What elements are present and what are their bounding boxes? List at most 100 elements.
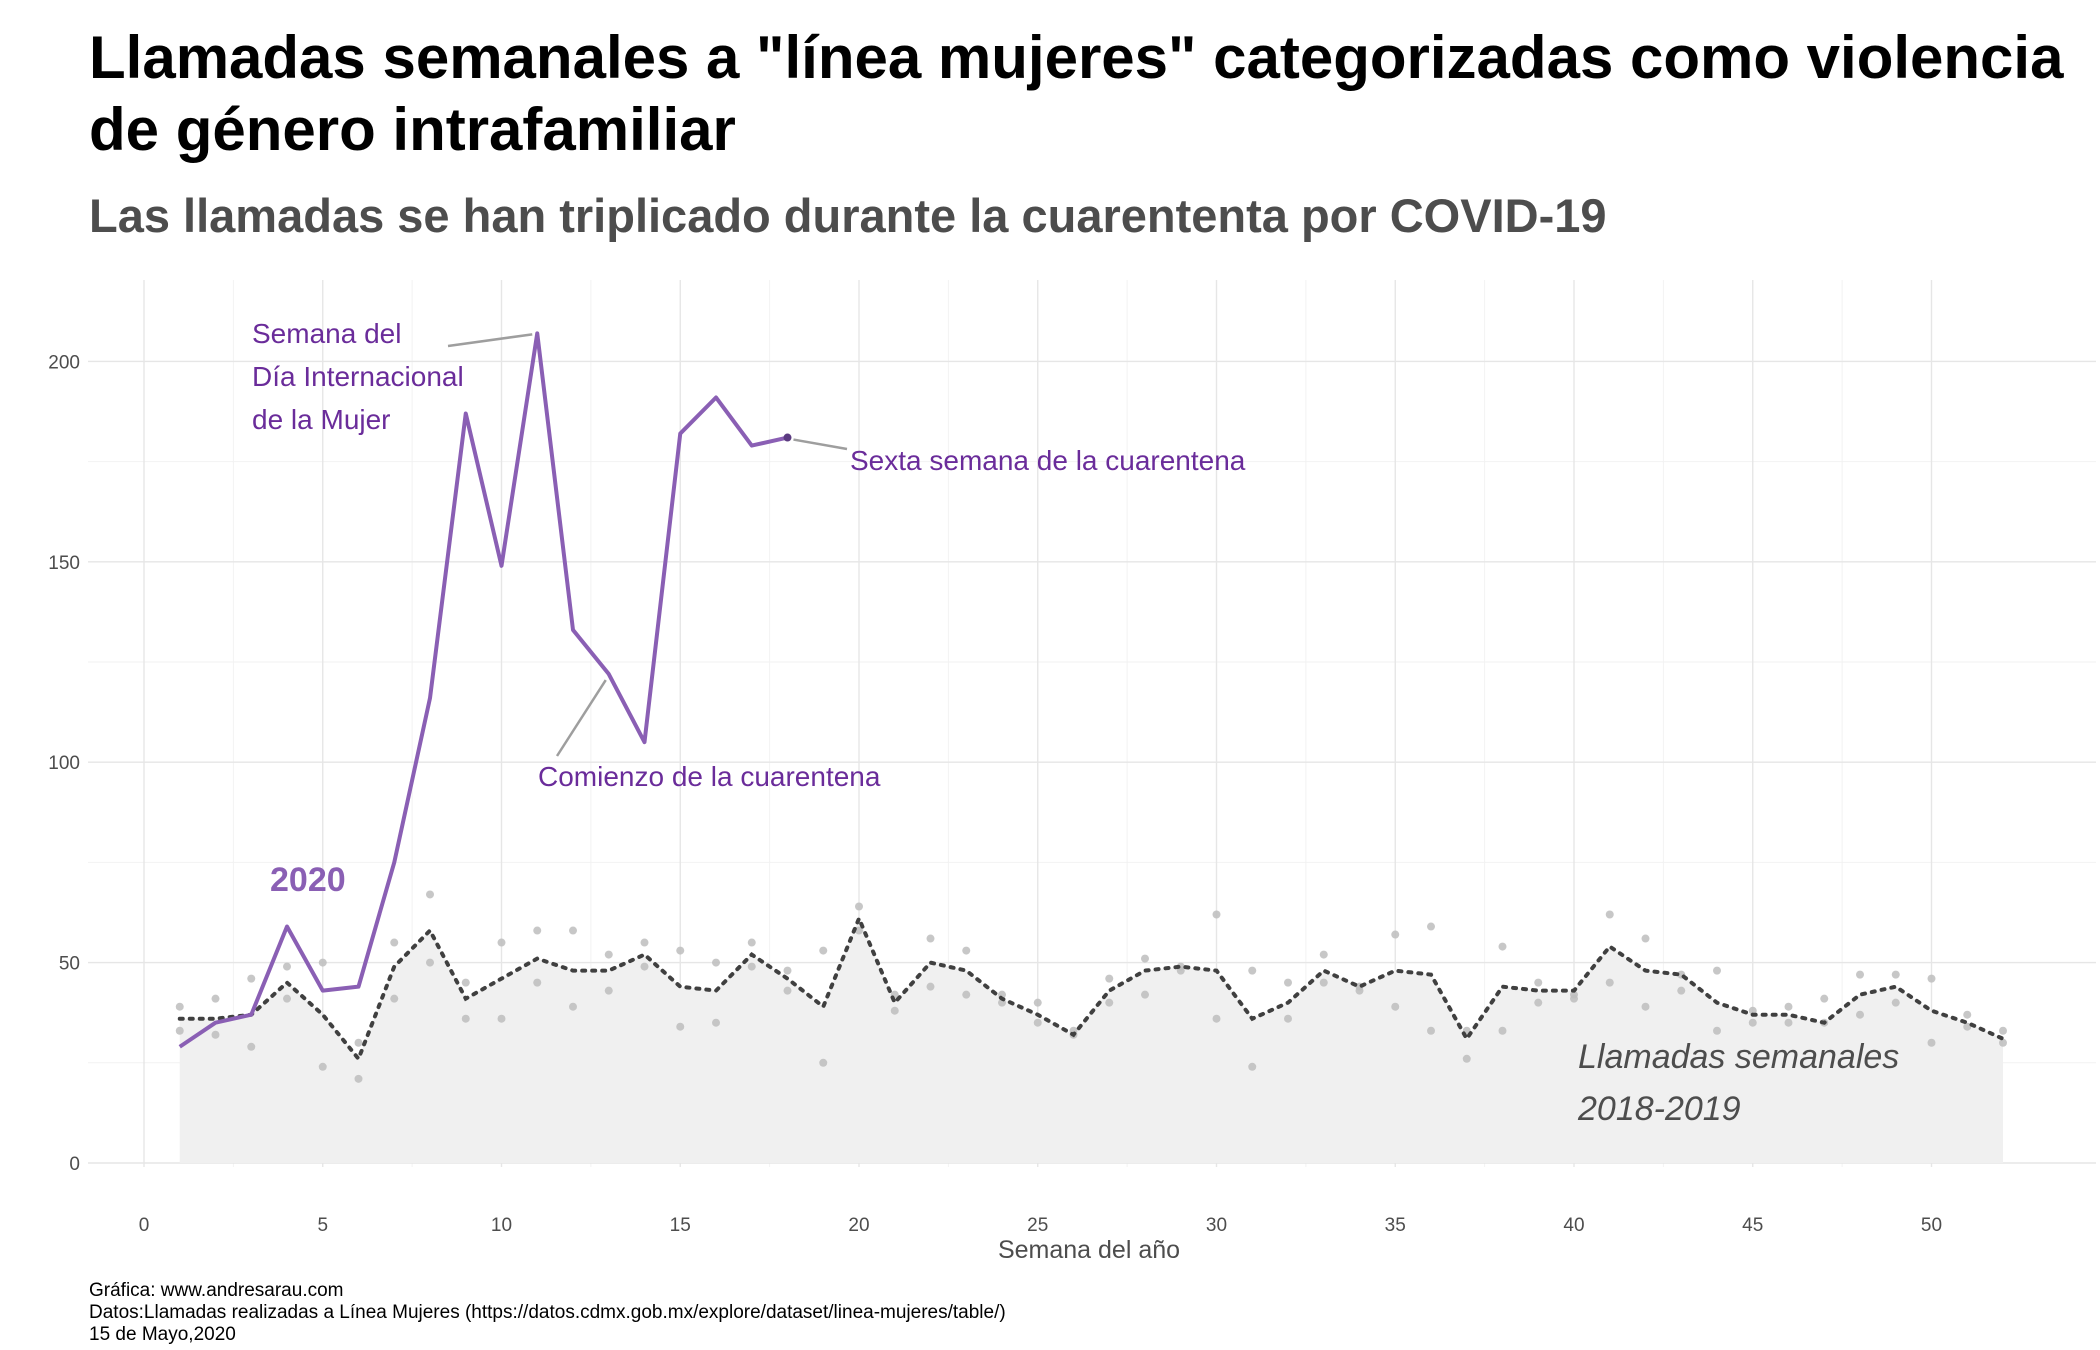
axis-ticks-layer: 0 50 100 150 200 0 5 10 15 20 25 30 35 40 45 50 <box>48 352 1942 1236</box>
x-tick-label: 5 <box>317 1215 328 1236</box>
data-point-2018-2019 <box>1963 1022 1972 1031</box>
data-point-2018-2019 <box>819 946 828 955</box>
data-point-2018-2019 <box>1355 986 1364 995</box>
x-tick-label: 35 <box>1385 1215 1406 1236</box>
data-point-2018-2019 <box>1784 1002 1793 1011</box>
data-point-2018-2019 <box>1534 978 1543 987</box>
data-point-2018-2019 <box>533 926 542 935</box>
data-point-2018-2019 <box>497 938 506 947</box>
series-line-2018-2019 <box>177 913 2005 1063</box>
data-point-2018-2019 <box>1319 978 1328 987</box>
data-point-2018-2019 <box>962 946 971 955</box>
caption-date: 15 de Mayo,2020 <box>89 1324 236 1345</box>
data-point-2018-2019 <box>676 946 685 955</box>
data-point-2018-2019 <box>533 978 542 987</box>
data-point-2018-2019 <box>211 1030 220 1039</box>
data-point-2018-2019 <box>1713 1026 1721 1035</box>
x-tick-label: 0 <box>139 1215 150 1236</box>
data-point-2018-2019 <box>175 1026 184 1035</box>
series-label-2018-2019: Llamadas semanales 2018-2019 <box>1577 1038 1899 1128</box>
series-label-2020: 2020 <box>270 861 346 899</box>
data-point-2018-2019 <box>1319 950 1328 959</box>
data-point-2018-2019 <box>1284 978 1292 987</box>
data-point-2018-2019 <box>1498 1026 1507 1035</box>
data-point-2018-2019 <box>318 1062 327 1071</box>
data-point-2018-2019 <box>890 1006 899 1015</box>
data-point-2018-2019 <box>712 1018 720 1027</box>
annotation-connector <box>447 333 533 348</box>
data-point-2018-2019 <box>1641 1002 1650 1011</box>
y-tick-label: 200 <box>48 352 80 373</box>
y-tick-label: 100 <box>48 753 80 774</box>
data-point-2018-2019 <box>426 890 434 899</box>
data-point-2018-2019 <box>1033 1018 1042 1027</box>
y-tick-label: 50 <box>59 954 80 975</box>
data-point-2018-2019 <box>604 986 613 995</box>
series-lines-layer <box>177 331 2005 1063</box>
data-point-2018-2019 <box>1713 966 1721 975</box>
data-point-2020-last <box>783 433 792 442</box>
data-point-2018-2019 <box>390 994 399 1003</box>
data-point-2018-2019 <box>390 938 399 947</box>
data-point-2018-2019 <box>1605 978 1614 987</box>
data-point-2018-2019 <box>604 950 613 959</box>
data-point-2018-2019 <box>1498 942 1507 951</box>
x-tick-label: 50 <box>1921 1215 1942 1236</box>
data-point-2018-2019 <box>426 958 434 967</box>
data-point-2018-2019 <box>1963 1010 1972 1019</box>
annotation-connector <box>793 438 848 451</box>
data-point-2018-2019 <box>1605 910 1614 919</box>
data-point-2018-2019 <box>247 1042 256 1051</box>
data-point-2018-2019 <box>676 1022 685 1031</box>
caption-data-source: Datos:Llamadas realizadas a Línea Mujere… <box>89 1302 1006 1323</box>
data-point-2018-2019 <box>1212 1014 1221 1023</box>
data-point-2018-2019 <box>783 966 792 975</box>
data-point-2018-2019 <box>1856 1010 1864 1019</box>
data-point-2018-2019 <box>1284 1014 1292 1023</box>
data-point-2018-2019 <box>1141 954 1149 963</box>
data-point-2018-2019 <box>1820 994 1829 1003</box>
data-point-2018-2019 <box>1748 1006 1757 1015</box>
history-area <box>179 918 2003 1163</box>
x-tick-label: 20 <box>848 1215 869 1236</box>
y-tick-label: 0 <box>69 1154 80 1175</box>
data-point-2018-2019 <box>1105 998 1114 1007</box>
data-point-2018-2019 <box>497 1014 506 1023</box>
data-point-2018-2019 <box>1927 1038 1936 1047</box>
data-point-2018-2019 <box>783 986 792 995</box>
series-line-2020 <box>178 331 788 1049</box>
data-point-2018-2019 <box>283 994 291 1003</box>
data-point-2018-2019 <box>1391 930 1400 939</box>
data-point-2018-2019 <box>640 962 649 971</box>
data-point-2018-2019 <box>1248 966 1257 975</box>
data-point-2018-2019 <box>1891 970 1900 979</box>
data-point-2018-2019 <box>926 982 935 991</box>
y-tick-label: 150 <box>48 553 80 574</box>
data-point-2018-2019 <box>1462 1054 1471 1063</box>
history-area-layer <box>179 918 2003 1163</box>
data-point-2018-2019 <box>1999 1038 2007 1047</box>
data-point-2018-2019 <box>926 934 935 943</box>
chart-subtitle: Las llamadas se han triplicado durante l… <box>89 189 1607 242</box>
data-point-2018-2019 <box>211 994 220 1003</box>
data-point-2018-2019 <box>1856 970 1864 979</box>
data-point-2018-2019 <box>318 958 327 967</box>
data-point-2018-2019 <box>855 902 863 911</box>
data-point-2018-2019 <box>1677 986 1686 995</box>
data-point-2018-2019 <box>1141 990 1149 999</box>
x-tick-label: 30 <box>1206 1215 1227 1236</box>
data-point-2018-2019 <box>747 938 756 947</box>
data-point-2018-2019 <box>1784 1018 1793 1027</box>
annotation-connector <box>555 679 607 757</box>
data-point-2018-2019 <box>1570 994 1578 1003</box>
x-tick-label: 25 <box>1027 1215 1048 1236</box>
annotations-layer: Semana del Día Internacional de la Mujer Se… <box>252 318 1899 1128</box>
data-point-2018-2019 <box>1391 1002 1400 1011</box>
data-point-2018-2019 <box>819 1058 828 1067</box>
chart-title: Llamadas semanales a "línea mujeres" cat… <box>89 24 2064 163</box>
x-axis-label: Semana del año <box>998 1236 1180 1264</box>
data-point-2018-2019 <box>1891 998 1900 1007</box>
data-point-2018-2019 <box>855 926 863 935</box>
annotation-sexta-semana: Sexta semana de la cuarentena <box>850 445 1246 476</box>
